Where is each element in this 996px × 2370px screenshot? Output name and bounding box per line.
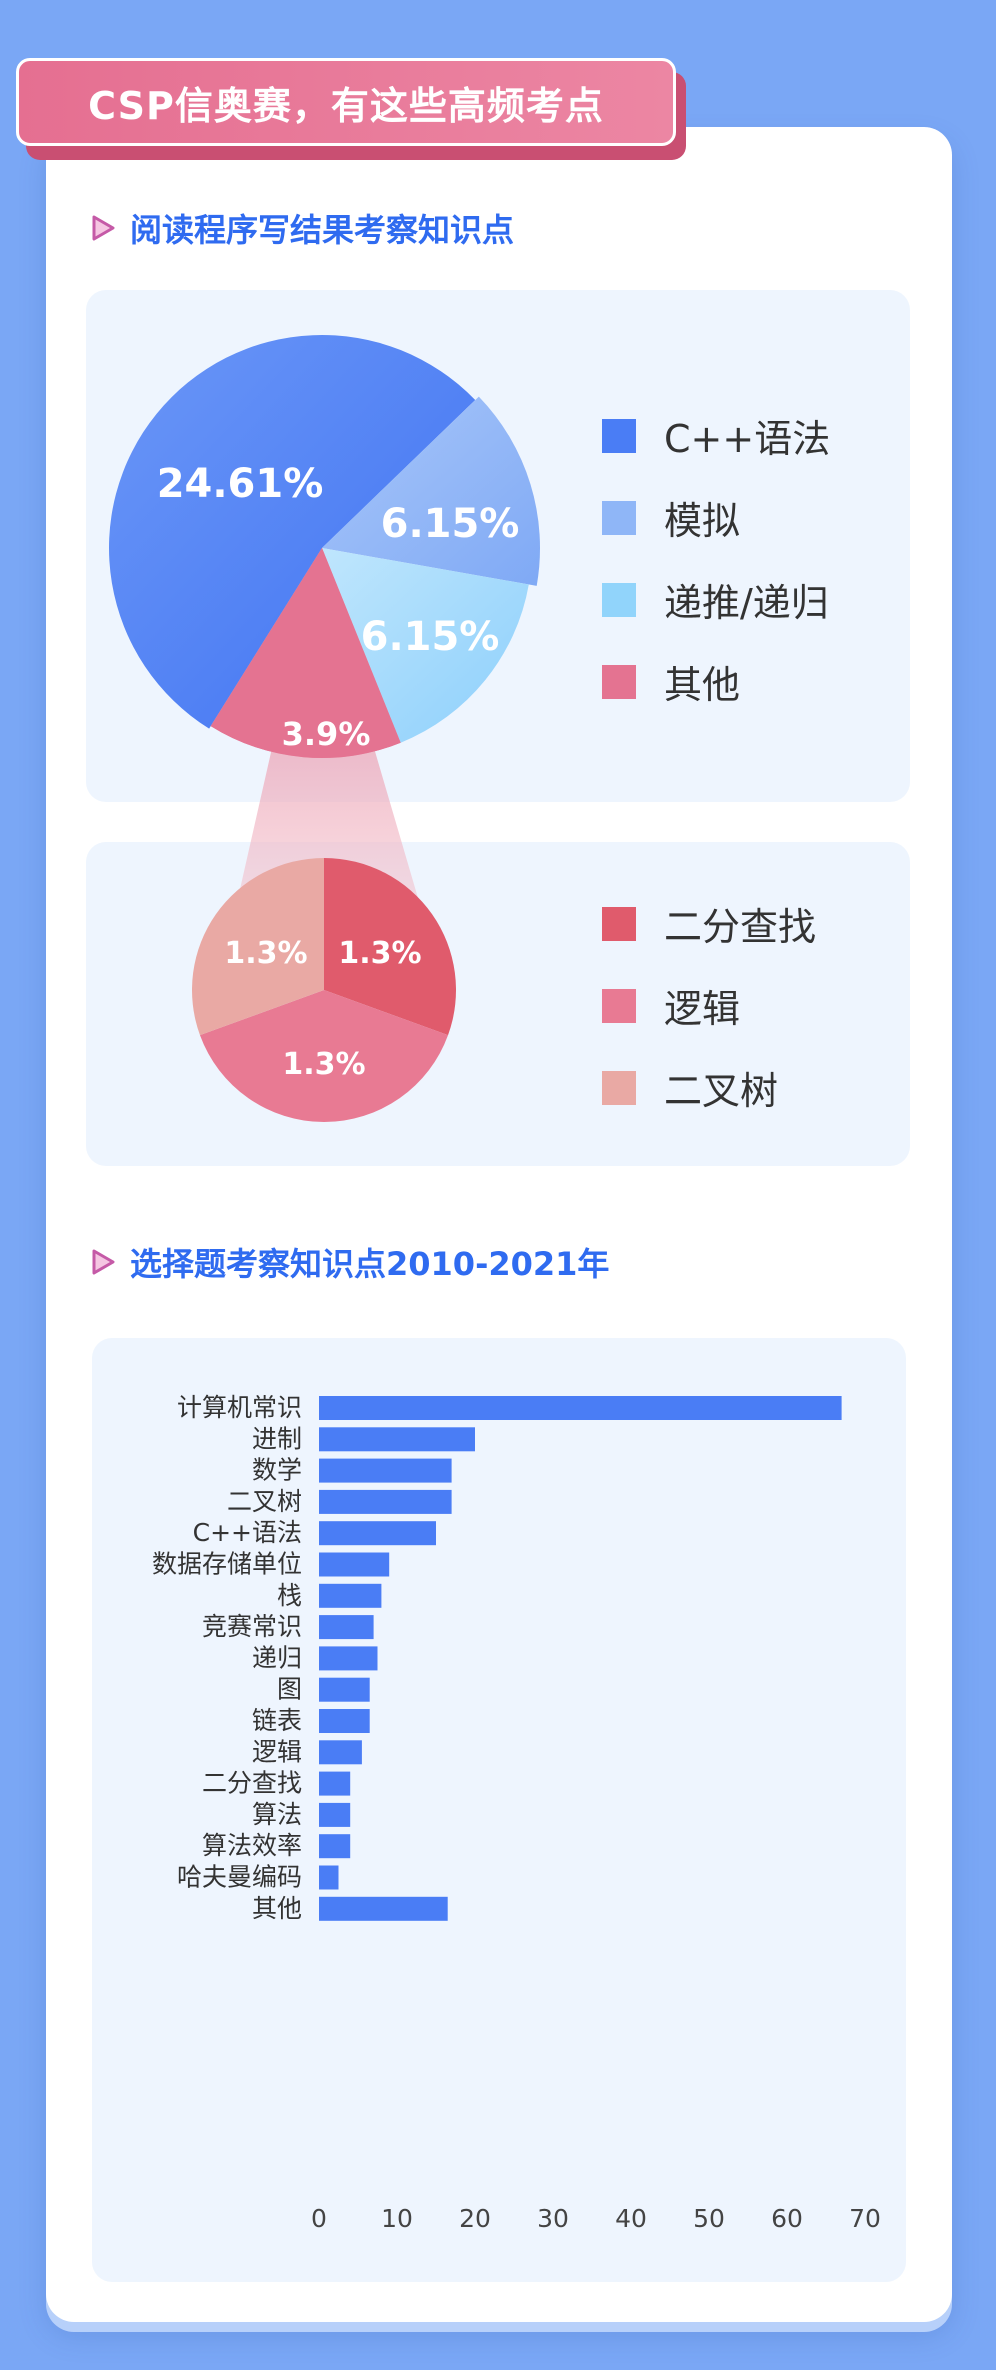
section-title-text: 选择题考察知识点2010-2021年 [126,1239,628,1285]
legend-item: 逻辑 [602,978,740,1033]
legend-swatch [602,988,636,1023]
page-title: CSP信奥赛，有这些高频考点 [88,83,604,128]
legend-label: C++语法 [664,417,831,461]
pie-slice [324,858,456,1036]
legend-swatch [602,500,636,535]
legend-swatch [602,1070,636,1105]
pie-slice-label: 1.3% [282,1047,365,1082]
legend-label: 逻辑 [664,987,741,1031]
legend-label: 其他 [664,663,741,707]
section-title-reading: 阅读程序写结果考察知识点 [90,205,533,251]
legend-label: 递推/递归 [664,581,829,625]
pie-slice-label: 6.15% [381,501,520,547]
legend-item: C++语法 [602,408,830,463]
legend-swatch [602,664,636,699]
pie-slice [199,990,449,1122]
legend-item: 模拟 [602,490,740,545]
pie-slice [108,334,476,729]
legend-swatch [602,418,636,453]
play-triangle-icon [92,215,115,241]
pie-charts: 24.61%6.15%6.15%3.9% 3.9% 1.3%1.3%1.3% [108,334,540,1122]
legend-label: 二分查找 [664,905,817,949]
pie-slice-label: 6.15% [361,614,500,660]
legend-swatch [602,906,636,941]
bar-chart-panel [92,1338,906,2282]
pie-slice-label: 1.3% [224,936,307,971]
section-title-text: 阅读程序写结果考察知识点 [126,205,533,251]
section-title-choice: 选择题考察知识点2010-2021年 [90,1239,628,1285]
play-triangle-icon [92,1249,115,1275]
legend-label: 二叉树 [664,1069,779,1113]
legend-label: 模拟 [664,499,741,543]
pie-slice-label: 1.3% [338,936,421,971]
pie-slice [322,396,540,586]
header-banner: CSP信奥赛，有这些高频考点 [16,58,676,146]
legend-item: 递推/递归 [602,572,829,627]
pie-slice [192,858,324,1036]
pie-slice-overlay [210,548,401,758]
legend-item: 其他 [602,654,740,709]
pie-slice [322,548,529,743]
pie-slice-label: 24.61% [157,461,324,507]
legend-item: 二叉树 [602,1060,778,1115]
legend-swatch [602,582,636,617]
pie-slice-label: 3.9% [282,715,371,753]
legend-item: 二分查找 [602,896,816,951]
